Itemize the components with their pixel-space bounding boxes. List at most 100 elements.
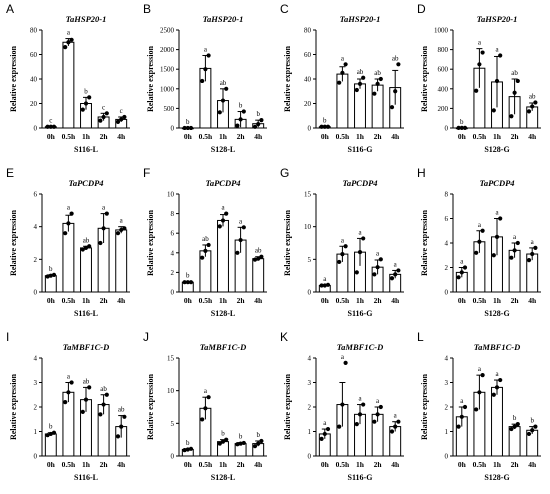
significance-label: a (460, 397, 464, 405)
data-point (119, 117, 124, 122)
x-axis-label: S128-L (211, 473, 235, 482)
data-point (83, 245, 89, 250)
y-tick-label: 2000 (160, 46, 175, 54)
x-tick-label: 2h (374, 296, 383, 305)
x-tick-label: 0h (321, 132, 330, 141)
data-point (361, 236, 366, 241)
x-tick-label: 0h (184, 460, 193, 469)
significance-label: b (186, 272, 190, 280)
data-point (203, 248, 208, 253)
data-point (393, 272, 398, 277)
data-point (498, 53, 503, 58)
x-axis-label: S116-L (74, 473, 98, 482)
data-point (494, 234, 500, 239)
significance-label: c (120, 107, 123, 115)
data-point (325, 282, 331, 287)
data-point (69, 380, 74, 385)
x-tick-label: 0.5h (199, 460, 213, 469)
data-point (494, 385, 500, 390)
significance-label: a (239, 217, 243, 225)
significance-label: a (204, 45, 208, 53)
data-point (259, 254, 264, 259)
data-point (252, 257, 258, 262)
data-point (101, 114, 106, 120)
x-tick-label: 1h (356, 460, 365, 469)
significance-label: ab (220, 79, 227, 87)
x-tick-label: 1h (82, 296, 91, 305)
y-tick-label: 0 (171, 125, 175, 133)
y-tick-label: 1500 (160, 66, 175, 74)
x-tick-label: 4h (117, 460, 126, 469)
x-tick-label: 0.5h (62, 132, 76, 141)
data-point (80, 409, 85, 414)
data-point (474, 407, 479, 412)
x-axis-label: S128-L (211, 309, 235, 318)
x-tick-label: 0h (458, 132, 467, 141)
data-point (256, 256, 261, 261)
data-point (357, 81, 363, 86)
significance-label: b (186, 439, 190, 447)
data-point (456, 424, 461, 429)
x-tick-label: 4h (391, 460, 400, 469)
chart-title: TaPCDP4 (479, 178, 514, 188)
data-point (122, 226, 127, 231)
data-point (119, 227, 124, 233)
x-axis-label: S128-G (484, 473, 509, 482)
data-point (372, 91, 377, 96)
data-point (206, 242, 211, 248)
x-axis-label: S128-G (484, 309, 509, 318)
data-point (477, 62, 482, 67)
data-point (238, 237, 243, 243)
data-point (115, 434, 121, 439)
y-axis-label: Relative expression (420, 374, 429, 440)
data-point (48, 124, 53, 129)
chart-title: TaMBF1C-D (474, 342, 520, 352)
y-tick-label: 2 (308, 404, 312, 412)
data-point (533, 424, 538, 429)
x-tick-label: 2h (100, 132, 109, 141)
x-tick-label: 1h (219, 132, 228, 141)
x-axis-label: S116-G (348, 145, 373, 154)
data-point (83, 397, 89, 402)
significance-label: a (341, 353, 345, 361)
data-point (80, 107, 85, 112)
data-point (319, 124, 324, 129)
data-point (480, 50, 485, 55)
data-point (182, 280, 187, 285)
panel-h: H TaPCDP4 0 2 4 6 8 Relative expression a 0h a 0.5h… (417, 166, 541, 318)
y-tick-label: 0 (445, 125, 449, 133)
x-tick-label: 2h (237, 132, 246, 141)
data-point (51, 430, 57, 435)
chart-title: TaHSP20-1 (477, 14, 518, 24)
x-tick-label: 2h (511, 296, 520, 305)
significance-label: b (239, 433, 243, 441)
x-tick-label: 2h (374, 132, 383, 141)
data-point (354, 422, 359, 427)
data-point (259, 438, 264, 444)
data-point (104, 211, 109, 216)
x-tick-label: 1h (356, 296, 365, 305)
data-point (396, 419, 401, 424)
significance-label: a (120, 217, 124, 225)
x-tick-label: 0.5h (199, 132, 213, 141)
significance-label: a (478, 365, 482, 373)
x-tick-label: 0h (321, 460, 330, 469)
data-point (101, 402, 106, 407)
data-point (200, 255, 205, 260)
data-point (530, 104, 535, 109)
x-tick-label: 0.5h (336, 132, 350, 141)
data-point (80, 247, 85, 252)
data-point (375, 412, 380, 417)
y-tick-label: 8 (445, 191, 449, 199)
data-point (462, 265, 468, 270)
x-tick-label: 0h (458, 296, 467, 305)
panel-letter: L (417, 330, 424, 344)
y-tick-label: 0 (308, 289, 312, 297)
significance-label: b (49, 265, 53, 273)
data-point (480, 228, 485, 233)
data-point (340, 252, 345, 257)
x-tick-label: 0h (458, 460, 467, 469)
significance-label: ab (118, 406, 125, 414)
x-tick-label: 0h (47, 132, 56, 141)
data-point (530, 428, 535, 433)
